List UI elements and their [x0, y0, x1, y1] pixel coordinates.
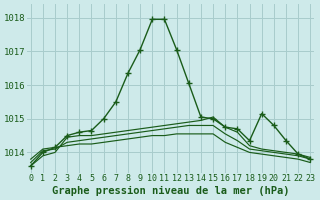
X-axis label: Graphe pression niveau de la mer (hPa): Graphe pression niveau de la mer (hPa)	[52, 186, 289, 196]
